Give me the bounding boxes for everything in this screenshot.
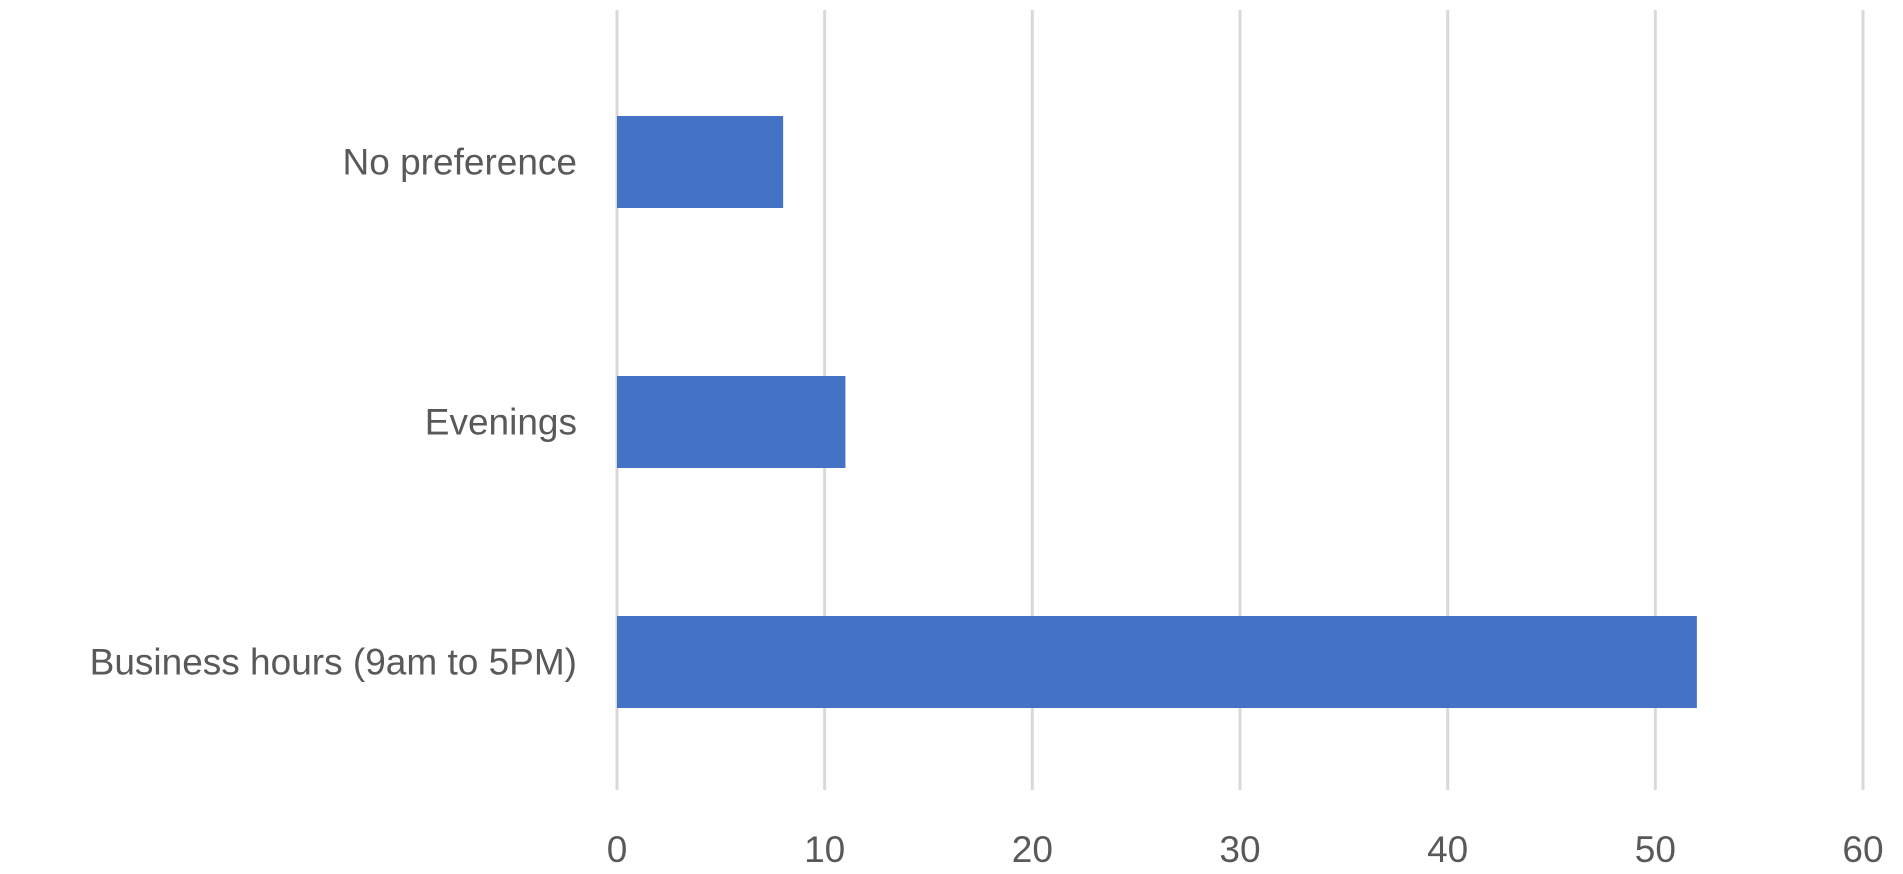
bars — [617, 116, 1697, 708]
x-axis-tick-labels: 0 10 20 30 40 50 60 — [607, 829, 1884, 870]
bar-2 — [617, 116, 784, 208]
x-tick-label-20: 20 — [1012, 829, 1053, 870]
category-label-2: No preference — [343, 142, 577, 183]
x-tick-label-60: 60 — [1842, 829, 1883, 870]
category-label-0: Business hours (9am to 5PM) — [90, 642, 577, 683]
category-label-1: Evenings — [425, 402, 577, 443]
x-tick-label-30: 30 — [1219, 829, 1260, 870]
category-labels: Business hours (9am to 5PM) Evenings No pr… — [90, 142, 577, 683]
x-tick-label-10: 10 — [804, 829, 845, 870]
bar-0 — [617, 616, 1697, 708]
x-tick-label-0: 0 — [607, 829, 628, 870]
x-tick-label-40: 40 — [1427, 829, 1468, 870]
gridlines — [615, 10, 1865, 790]
bar-1 — [617, 376, 846, 468]
x-tick-label-50: 50 — [1635, 829, 1676, 870]
